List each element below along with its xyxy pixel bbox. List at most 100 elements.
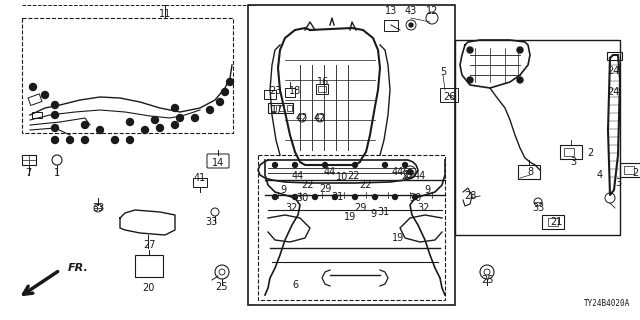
Circle shape	[191, 115, 198, 122]
Bar	[548, 218, 558, 226]
Bar	[318, 86, 326, 92]
Bar	[268, 103, 293, 113]
Bar	[287, 105, 292, 111]
Text: 22: 22	[347, 171, 359, 181]
Circle shape	[51, 124, 58, 132]
Text: 9: 9	[280, 185, 286, 195]
Text: 19: 19	[344, 212, 356, 222]
Text: 9: 9	[370, 209, 376, 219]
Text: 20: 20	[142, 283, 154, 293]
Circle shape	[413, 195, 417, 199]
Text: 22: 22	[402, 171, 414, 181]
Text: 31: 31	[377, 207, 389, 217]
Text: 42: 42	[296, 113, 308, 123]
Text: 22: 22	[301, 180, 313, 190]
Circle shape	[353, 195, 358, 199]
Circle shape	[383, 163, 387, 167]
Text: 31: 31	[331, 192, 343, 202]
Text: 3: 3	[615, 178, 621, 188]
Circle shape	[51, 101, 58, 108]
Text: 10: 10	[336, 172, 348, 182]
Text: 14: 14	[212, 158, 224, 168]
Circle shape	[172, 122, 179, 129]
Circle shape	[333, 195, 337, 199]
Text: 4: 4	[597, 170, 603, 180]
Text: 18: 18	[289, 86, 301, 96]
Text: 24: 24	[607, 87, 619, 97]
Text: 41: 41	[194, 173, 206, 183]
Bar	[135, 255, 163, 277]
Text: 26: 26	[443, 92, 455, 102]
Circle shape	[29, 84, 36, 91]
Circle shape	[42, 92, 49, 99]
Text: 9: 9	[424, 185, 430, 195]
Text: 19: 19	[392, 233, 404, 243]
Circle shape	[353, 163, 358, 167]
Bar	[22, 155, 36, 165]
Circle shape	[273, 163, 278, 167]
Bar	[32, 112, 42, 118]
Bar	[624, 166, 634, 174]
Text: 32: 32	[417, 203, 429, 213]
Circle shape	[273, 195, 278, 199]
Circle shape	[408, 170, 413, 174]
Text: 16: 16	[317, 77, 329, 87]
Circle shape	[51, 111, 58, 118]
Bar	[542, 215, 564, 229]
Bar	[455, 40, 620, 235]
Circle shape	[216, 99, 223, 106]
Circle shape	[221, 89, 228, 95]
Circle shape	[227, 78, 234, 85]
Bar	[248, 5, 455, 305]
Text: 24: 24	[607, 66, 619, 76]
Text: 17: 17	[271, 105, 283, 115]
Text: 22: 22	[359, 180, 371, 190]
Circle shape	[97, 126, 104, 133]
Text: 44: 44	[414, 171, 426, 181]
Circle shape	[141, 126, 148, 133]
Circle shape	[51, 137, 58, 143]
Text: 12: 12	[426, 6, 438, 16]
Circle shape	[323, 163, 328, 167]
Circle shape	[111, 137, 118, 143]
Circle shape	[292, 195, 298, 199]
Text: 11: 11	[159, 9, 171, 19]
Text: 28: 28	[464, 191, 476, 201]
Circle shape	[467, 47, 473, 53]
Bar	[28, 94, 42, 106]
Text: TY24B4020A: TY24B4020A	[584, 299, 630, 308]
Text: 23: 23	[269, 86, 281, 96]
Text: 8: 8	[527, 167, 533, 177]
Bar	[193, 178, 207, 187]
Text: 6: 6	[292, 280, 298, 290]
Circle shape	[292, 163, 298, 167]
Circle shape	[467, 77, 473, 83]
Text: 7: 7	[25, 168, 31, 178]
Circle shape	[127, 118, 134, 125]
Text: 25: 25	[481, 275, 493, 285]
Text: 3: 3	[570, 157, 576, 167]
Text: 30: 30	[296, 193, 308, 203]
Text: 29: 29	[319, 184, 331, 194]
Text: 27: 27	[144, 240, 156, 250]
Circle shape	[517, 77, 523, 83]
Text: 33: 33	[92, 203, 104, 213]
Text: 5: 5	[440, 67, 446, 77]
Circle shape	[127, 137, 134, 143]
Text: 30: 30	[409, 193, 421, 203]
Text: 29: 29	[354, 203, 366, 213]
Text: 25: 25	[216, 282, 228, 292]
Bar	[258, 155, 445, 300]
Bar	[264, 90, 276, 99]
Text: 1: 1	[54, 168, 60, 178]
Text: 44: 44	[292, 171, 304, 181]
Text: 44: 44	[392, 167, 404, 177]
Bar	[620, 163, 640, 177]
Text: 2: 2	[587, 148, 593, 158]
Circle shape	[403, 163, 408, 167]
Text: 42: 42	[314, 113, 326, 123]
Text: FR.: FR.	[68, 263, 89, 273]
Bar	[440, 88, 458, 102]
Bar	[560, 145, 582, 159]
Text: 44: 44	[324, 167, 336, 177]
